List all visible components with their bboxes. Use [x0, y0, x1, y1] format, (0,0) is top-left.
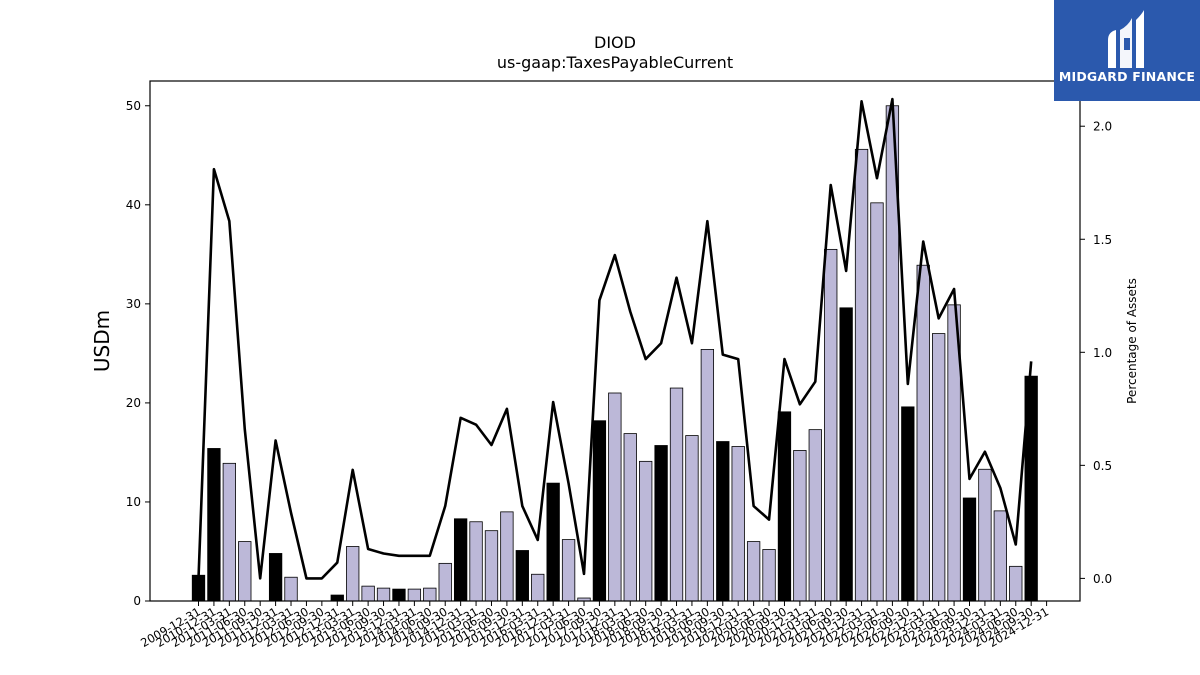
bar-2015-06-30: [484, 530, 499, 602]
bar-2014-12-31: [453, 518, 468, 602]
bar-2014-06-30: [423, 587, 437, 602]
bar-2022-09-30: [901, 406, 915, 602]
bar-2011-03-31: [222, 462, 236, 602]
bar-2021-03-31: [808, 429, 822, 602]
bar-2015-03-31: [469, 521, 483, 602]
chart-subtitle: us-gaap:TaxesPayableCurrent: [497, 53, 733, 72]
bar-2019-03-31: [685, 435, 699, 602]
bar-2016-03-31: [531, 573, 545, 602]
bar-2021-09-30: [839, 307, 853, 602]
bar-2015-12-31: [515, 550, 529, 602]
bar-2014-09-30: [438, 562, 452, 602]
bar-2021-06-30: [824, 248, 838, 602]
y2-tick-label: 0.0: [1093, 572, 1112, 586]
bar-2023-12-31: [978, 468, 992, 602]
bar-2017-03-31: [561, 539, 576, 602]
y2-tick-label: 1.0: [1093, 346, 1112, 360]
bar-2018-12-31: [669, 387, 684, 602]
bar-2018-03-31: [623, 433, 637, 602]
bar-2012-12-31: [330, 594, 344, 602]
y2-tick-label: 2.0: [1093, 120, 1112, 134]
left-axis: 0 10 20 30 40 50: [126, 99, 150, 608]
bar-2020-03-31: [746, 541, 761, 602]
bar-2010-12-31: [207, 448, 221, 602]
bar-2013-03-31: [346, 546, 360, 602]
bar-2013-06-30: [361, 585, 375, 602]
midgard-mark-icon: [1108, 10, 1144, 68]
bar-2022-12-31: [916, 264, 930, 602]
bar-2016-12-31: [546, 482, 560, 602]
bar-2024-06-30: [1009, 565, 1023, 602]
line-series: [197, 97, 1033, 580]
y-tick-label: 0: [133, 594, 141, 608]
bar-2023-03-31: [932, 333, 946, 602]
bar-2020-06-30: [762, 549, 776, 602]
bar-2019-09-30: [716, 441, 730, 602]
bar-2019-06-30: [700, 349, 715, 602]
chart-title: DIOD: [594, 33, 636, 52]
y-tick-label: 10: [126, 495, 141, 509]
bar-2013-12-31: [392, 588, 406, 602]
y2-tick-label: 0.5: [1093, 459, 1112, 473]
bar-2019-12-31: [731, 446, 745, 602]
y2-tick-label: 1.5: [1093, 233, 1112, 247]
bar-2018-06-30: [639, 460, 653, 602]
bar-2024-03-31: [993, 510, 1007, 602]
bar-2014-03-31: [407, 588, 422, 602]
y-tick-label: 40: [126, 198, 141, 212]
y-axis-label: USDm: [90, 310, 114, 372]
y2-axis-label: Percentage of Assets: [1125, 278, 1139, 404]
bar-2013-09-30: [376, 587, 391, 602]
bar-2021-12-31: [854, 148, 869, 602]
y-tick-label: 20: [126, 396, 141, 410]
bar-2012-03-31: [284, 576, 298, 602]
bar-2020-12-31: [793, 450, 807, 602]
bar-2022-03-31: [870, 202, 884, 602]
bar-2017-09-30: [592, 420, 607, 602]
bar-2020-09-30: [777, 411, 792, 602]
y-tick-label: 30: [126, 297, 141, 311]
y-tick-label: 50: [126, 99, 141, 113]
percentage-of-assets-line: [197, 97, 1033, 580]
x-axis: 2009-12-312010-12-312011-03-312011-06-30…: [138, 601, 1051, 650]
right-axis: 0.0 0.5 1.0 1.5 2.0: [1080, 120, 1112, 586]
bar-2017-12-31: [608, 392, 622, 602]
bar-2023-09-30: [962, 497, 977, 602]
logo-text: MIDGARD FINANCE: [1058, 69, 1196, 84]
bar-2015-09-30: [500, 511, 514, 602]
bar-2011-12-31: [268, 553, 283, 602]
bar-2011-06-30: [238, 541, 252, 602]
bar-2018-09-30: [654, 445, 668, 602]
brand-logo: MIDGARD FINANCE: [1054, 0, 1200, 101]
bar-2009-12-31: [191, 574, 206, 602]
